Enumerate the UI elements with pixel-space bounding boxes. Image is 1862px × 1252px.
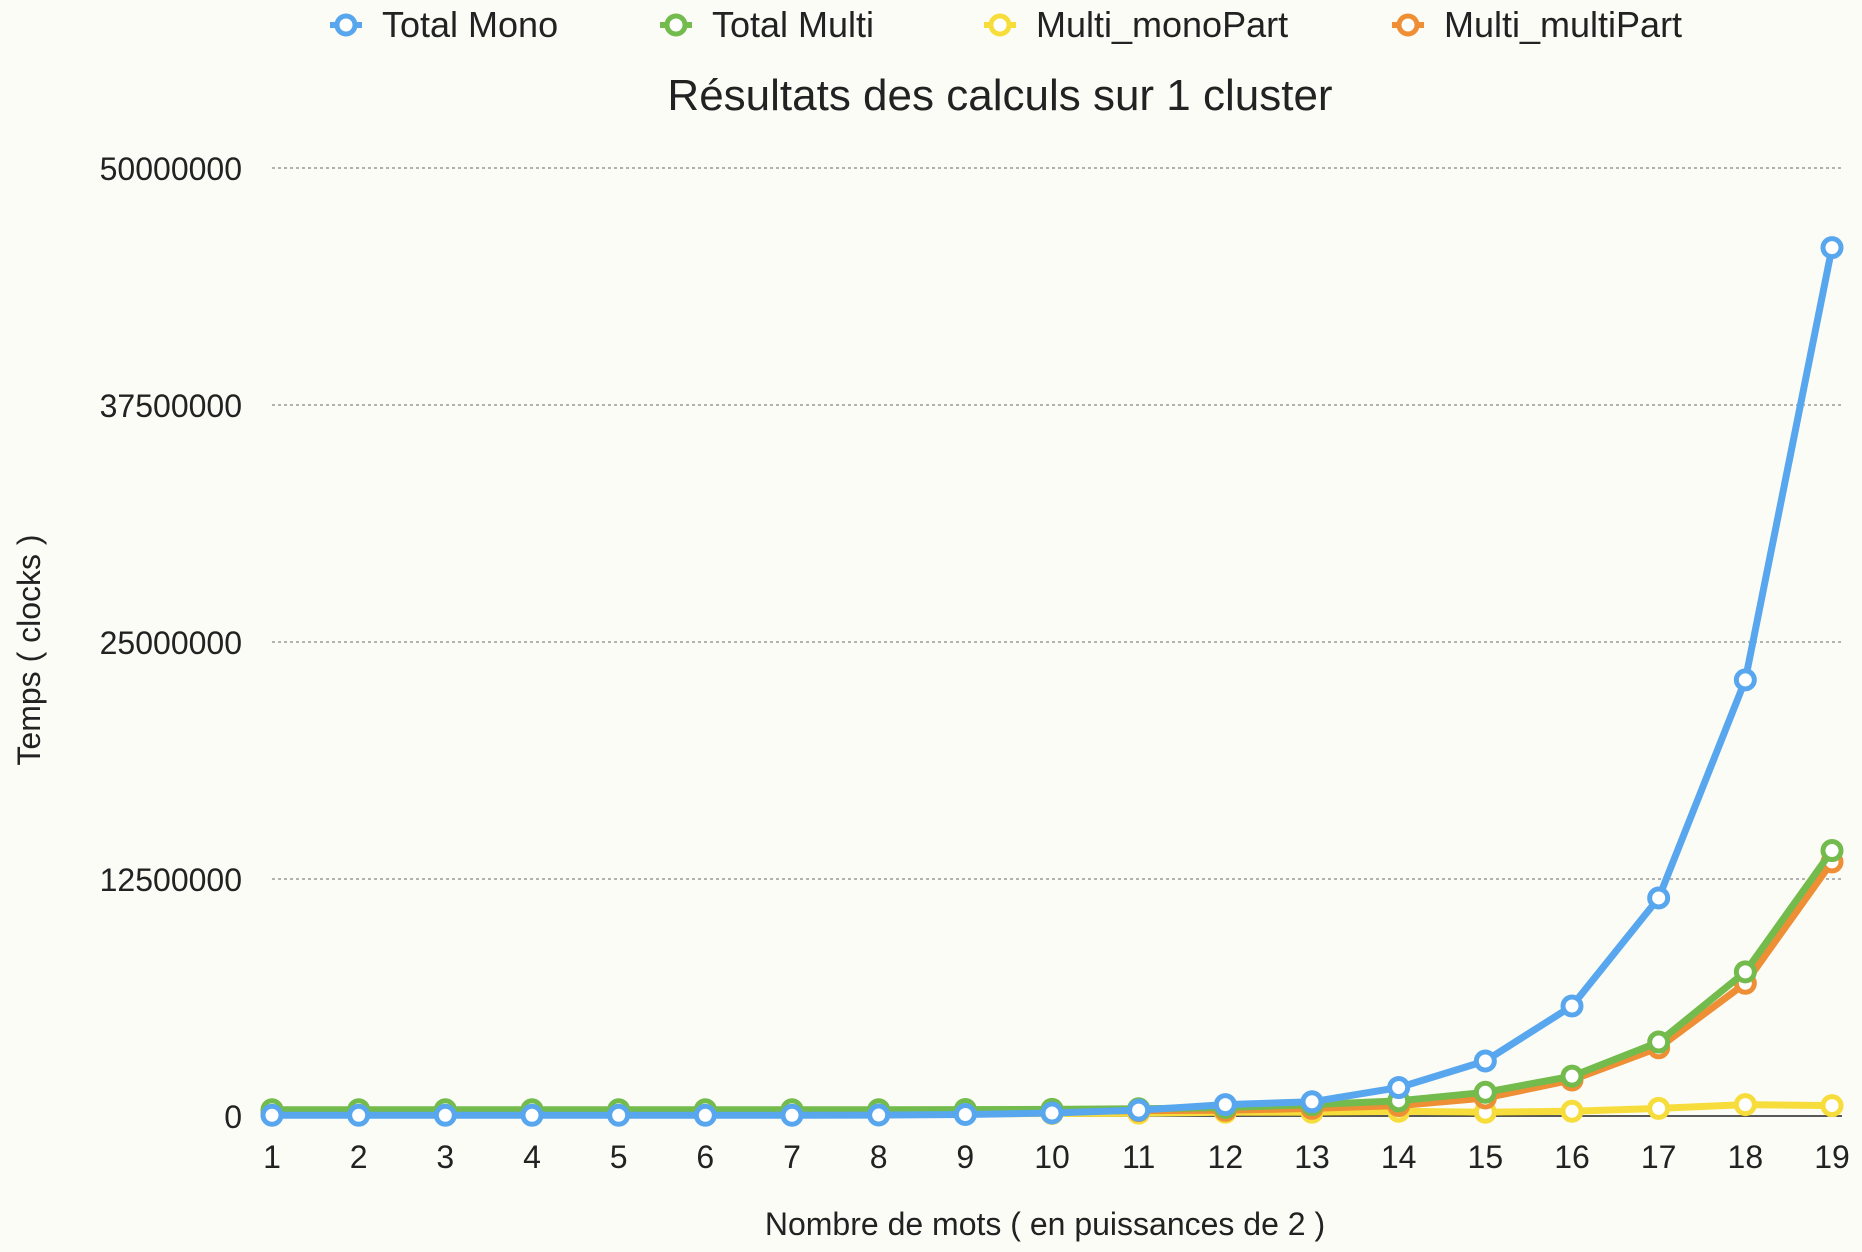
legend-item: Total Multi (660, 4, 874, 45)
y-tick-label: 25000000 (100, 625, 242, 661)
x-tick-label: 17 (1641, 1139, 1677, 1175)
data-point (1820, 839, 1844, 863)
x-tick-label: 8 (870, 1139, 888, 1175)
legend-marker (988, 13, 1012, 37)
series-group (260, 236, 1844, 1127)
data-point (607, 1103, 631, 1127)
data-point (1040, 1101, 1064, 1125)
x-tick-label: 3 (436, 1139, 454, 1175)
y-tick-label: 0 (224, 1099, 242, 1135)
x-tick-label: 14 (1381, 1139, 1417, 1175)
data-point (1387, 1076, 1411, 1100)
data-point (347, 1103, 371, 1127)
legend-marker (1396, 13, 1420, 37)
legend-label: Total Mono (382, 4, 558, 45)
x-tick-label: 12 (1208, 1139, 1244, 1175)
legend-label: Multi_multiPart (1444, 4, 1682, 45)
legend-item: Multi_monoPart (984, 4, 1288, 45)
x-tick-label: 4 (523, 1139, 541, 1175)
legend: Total Mono Total Multi Multi_monoPart Multi… (330, 4, 1682, 45)
x-tick-label: 1 (263, 1139, 281, 1175)
data-point (1647, 1096, 1671, 1120)
data-point (1733, 668, 1757, 692)
x-tick-label: 7 (783, 1139, 801, 1175)
data-point (1733, 1093, 1757, 1117)
y-tick-label: 37500000 (100, 388, 242, 424)
x-tick-label: 5 (610, 1139, 628, 1175)
data-point (953, 1102, 977, 1126)
data-point (260, 1103, 284, 1127)
legend-label: Total Multi (712, 4, 874, 45)
data-point (780, 1103, 804, 1127)
x-axis-label: Nombre de mots ( en puissances de 2 ) (765, 1206, 1325, 1242)
x-tick-label: 9 (956, 1139, 974, 1175)
y-axis-ticks: 0 12500000 25000000 37500000 50000000 (100, 151, 242, 1135)
x-tick-label: 15 (1468, 1139, 1504, 1175)
data-point (1647, 1030, 1671, 1054)
data-point (1560, 1064, 1584, 1088)
data-point (693, 1103, 717, 1127)
x-tick-label: 2 (350, 1139, 368, 1175)
data-point (1127, 1098, 1151, 1122)
data-point (1560, 1099, 1584, 1123)
x-axis-ticks: 1 2 3 4 5 6 7 8 9 10 11 12 13 14 15 16 17 18 19 (263, 1139, 1850, 1175)
x-tick-label: 6 (696, 1139, 714, 1175)
y-axis-label: Temps ( clocks ) (11, 534, 47, 765)
data-point (1300, 1090, 1324, 1114)
data-point (1820, 1094, 1844, 1118)
legend-marker (664, 13, 688, 37)
x-tick-label: 11 (1122, 1139, 1155, 1175)
data-point (1647, 886, 1671, 910)
chart-title: Résultats des calculs sur 1 cluster (667, 71, 1332, 120)
legend-item: Total Mono (330, 4, 558, 45)
legend-item: Multi_multiPart (1392, 4, 1682, 45)
y-tick-label: 12500000 (100, 862, 242, 898)
data-point (1820, 236, 1844, 260)
y-tick-label: 50000000 (100, 151, 242, 187)
data-point (1213, 1093, 1237, 1117)
data-point (1733, 960, 1757, 984)
gridlines (272, 167, 1842, 880)
series-total-mono (260, 236, 1844, 1127)
x-tick-label: 19 (1814, 1139, 1850, 1175)
x-tick-label: 10 (1034, 1139, 1070, 1175)
data-point (520, 1103, 544, 1127)
x-tick-label: 16 (1554, 1139, 1590, 1175)
data-point (1560, 994, 1584, 1018)
legend-label: Multi_monoPart (1036, 4, 1288, 45)
x-tick-label: 18 (1728, 1139, 1764, 1175)
legend-marker (334, 13, 358, 37)
data-point (867, 1103, 891, 1127)
data-point (433, 1103, 457, 1127)
data-point (1473, 1080, 1497, 1104)
x-tick-label: 13 (1294, 1139, 1330, 1175)
data-point (1473, 1049, 1497, 1073)
